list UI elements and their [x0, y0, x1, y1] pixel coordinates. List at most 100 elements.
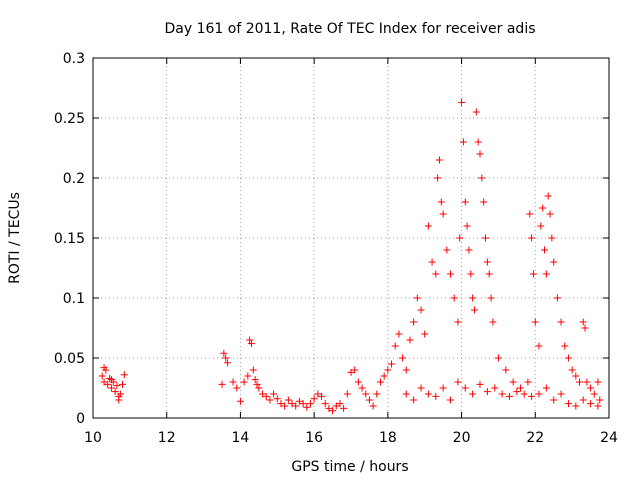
- data-point: [461, 198, 469, 206]
- data-point: [594, 402, 602, 410]
- data-point: [240, 378, 248, 386]
- data-point: [288, 400, 296, 408]
- data-point: [281, 402, 289, 410]
- data-point: [524, 378, 532, 386]
- x-axis-title: GPS time / hours: [291, 459, 408, 475]
- data-point: [310, 395, 318, 403]
- data-point: [107, 376, 115, 384]
- plot-frame: [92, 57, 610, 419]
- data-point: [557, 390, 565, 398]
- data-point: [470, 306, 478, 314]
- x-tick-label: 10: [84, 430, 102, 446]
- data-point: [384, 366, 392, 374]
- data-point: [458, 98, 466, 106]
- data-point: [233, 384, 241, 392]
- y-axis-title: ROTI / TECUs: [7, 192, 23, 284]
- data-point: [544, 192, 552, 200]
- data-point: [474, 138, 482, 146]
- data-point: [318, 392, 326, 400]
- data-point: [395, 330, 403, 338]
- data-point: [106, 374, 114, 382]
- data-point: [229, 378, 237, 386]
- data-point: [399, 354, 407, 362]
- data-point: [373, 390, 381, 398]
- data-point: [351, 366, 359, 374]
- data-point: [347, 368, 355, 376]
- data-point: [480, 198, 488, 206]
- data-point: [417, 384, 425, 392]
- data-point: [529, 270, 537, 278]
- data-point: [439, 384, 447, 392]
- data-point: [509, 378, 517, 386]
- data-point: [434, 174, 442, 182]
- data-point: [380, 372, 388, 380]
- data-point: [561, 342, 569, 350]
- data-point: [535, 390, 543, 398]
- data-point: [572, 372, 580, 380]
- data-point: [465, 246, 473, 254]
- data-point: [542, 270, 550, 278]
- data-point: [520, 390, 528, 398]
- data-point: [354, 378, 362, 386]
- x-tick-label: 14: [232, 430, 250, 446]
- y-tick-label: 0: [76, 411, 85, 427]
- data-point: [528, 234, 536, 242]
- data-point: [459, 138, 467, 146]
- data-point: [299, 400, 307, 408]
- data-point: [284, 396, 292, 404]
- data-point: [432, 270, 440, 278]
- data-point: [491, 384, 499, 392]
- data-point: [388, 360, 396, 368]
- data-point: [391, 342, 399, 350]
- data-point: [590, 390, 598, 398]
- data-point: [513, 388, 521, 396]
- data-point: [424, 222, 432, 230]
- data-point: [456, 234, 464, 242]
- data-point: [587, 384, 595, 392]
- data-point: [485, 270, 493, 278]
- data-point: [259, 390, 267, 398]
- data-point: [472, 108, 480, 116]
- data-point: [568, 366, 576, 374]
- y-tick-label: 0.15: [54, 231, 85, 247]
- data-point: [246, 336, 254, 344]
- axis-ticks: 10 12 14 16 18 20 22 24 0 0.05 0.1 0.15 0.2 0.25 0.3: [54, 51, 618, 446]
- data-point: [402, 390, 410, 398]
- data-point: [332, 402, 340, 410]
- data-point: [579, 318, 587, 326]
- data-point: [548, 234, 556, 242]
- data-point: [447, 270, 455, 278]
- data-point: [581, 324, 589, 332]
- data-point: [306, 400, 314, 408]
- data-point: [564, 354, 572, 362]
- data-point: [553, 294, 561, 302]
- y-tick-label: 0.05: [54, 351, 85, 367]
- data-point: [111, 388, 119, 396]
- data-point: [98, 372, 106, 380]
- data-point: [476, 380, 484, 388]
- x-tick-label: 18: [379, 430, 397, 446]
- data-point: [439, 210, 447, 218]
- data-point: [542, 384, 550, 392]
- data-point: [262, 392, 270, 400]
- data-point: [572, 402, 580, 410]
- data-point: [220, 349, 228, 357]
- data-point: [292, 402, 300, 410]
- data-point: [424, 390, 432, 398]
- data-point: [417, 306, 425, 314]
- data-point: [428, 258, 436, 266]
- data-point: [218, 380, 226, 388]
- data-point: [365, 396, 373, 404]
- data-point: [410, 396, 418, 404]
- data-point: [482, 234, 490, 242]
- data-point: [579, 396, 587, 404]
- data-point: [494, 354, 502, 362]
- data-point: [251, 376, 259, 384]
- data-point: [273, 395, 281, 403]
- data-point: [120, 371, 128, 379]
- data-point: [454, 318, 462, 326]
- data-point: [583, 378, 591, 386]
- x-tick-label: 22: [526, 430, 544, 446]
- data-point: [437, 198, 445, 206]
- data-point: [550, 396, 558, 404]
